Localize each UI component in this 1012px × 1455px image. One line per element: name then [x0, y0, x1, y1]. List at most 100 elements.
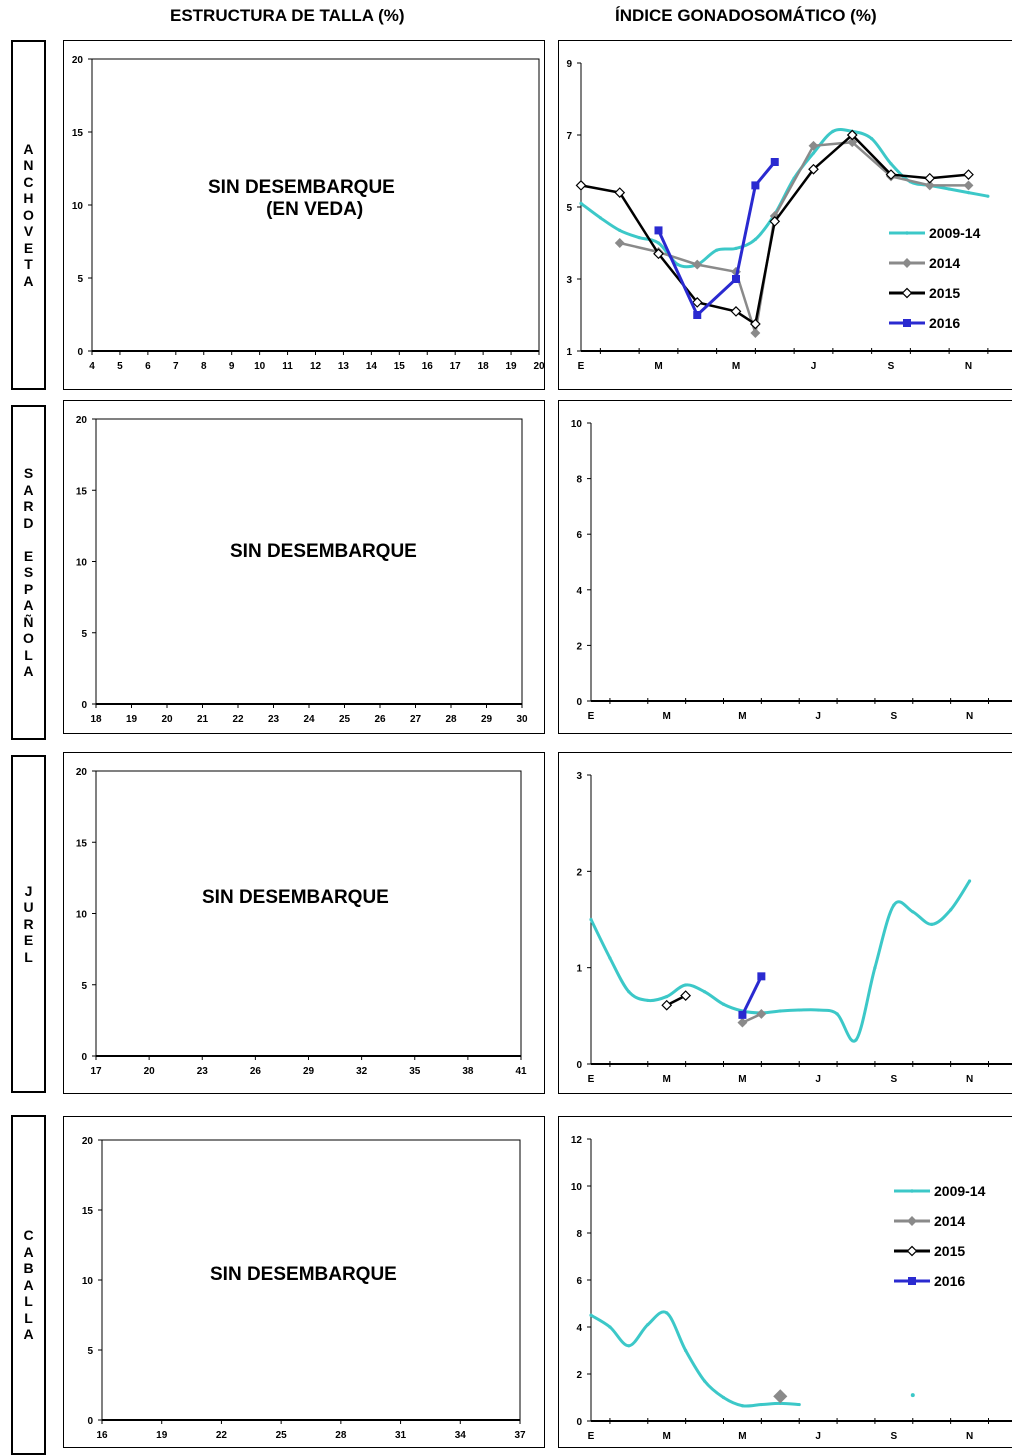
x-tick-label: J — [811, 361, 817, 372]
igs-header: ÍNDICE GONADOSOMÁTICO (%) — [615, 6, 877, 25]
series-200914-point — [702, 1379, 707, 1383]
x-tick-label: 31 — [395, 1430, 407, 1441]
series-2016-point — [654, 226, 663, 235]
legend-2015-label: 2015 — [934, 1243, 965, 1259]
y-tick-label: 10 — [76, 910, 88, 921]
series-200914-point — [930, 922, 934, 926]
x-tick-label: 26 — [250, 1066, 262, 1077]
x-tick-label: S — [891, 711, 898, 722]
series-200914-point — [873, 966, 877, 970]
x-tick-label: E — [588, 1431, 595, 1442]
x-tick-label: J — [815, 1074, 821, 1085]
y-tick-label: 20 — [72, 55, 84, 66]
species-label-anchoveta: A N C H O V E T A — [11, 40, 46, 390]
x-tick-label: N — [966, 1431, 973, 1442]
y-tick-label: 10 — [571, 419, 583, 430]
x-tick-label: 29 — [481, 714, 493, 725]
series-2015-point — [808, 163, 819, 175]
series-2015-line — [580, 133, 969, 327]
x-tick-label: E — [578, 361, 585, 372]
y-tick-label: 0 — [87, 1416, 93, 1427]
y-tick-label: 8 — [576, 475, 582, 486]
x-tick-label: 19 — [126, 714, 138, 725]
series-2016-point — [757, 972, 766, 981]
x-tick-label: 24 — [303, 714, 315, 725]
series-2014-point — [924, 180, 935, 191]
y-tick-label: 15 — [76, 838, 88, 849]
x-tick-label: 19 — [506, 361, 518, 372]
y-tick-label: 10 — [82, 1276, 94, 1287]
x-tick-label: S — [891, 1074, 898, 1085]
series-2015-point — [846, 129, 858, 141]
legend-2014-marker — [902, 258, 912, 268]
legend-2016-label: 2016 — [934, 1273, 965, 1289]
legend-2015-marker — [906, 1245, 918, 1257]
series-2016-point — [738, 1010, 747, 1019]
igs-chart-anchoveta: 1 3 5 7 9 E M M J S N 2009-14 2014 2015 2016 — [558, 40, 1012, 390]
series-2014-point — [614, 238, 625, 248]
series-200914-point — [947, 187, 951, 191]
series-200914-point — [721, 1395, 726, 1400]
y-tick-label: 5 — [81, 981, 87, 992]
y-tick-label: 0 — [576, 1060, 582, 1071]
series-200914-point — [835, 1012, 839, 1016]
x-tick-label: M — [663, 1074, 671, 1085]
series-200914-point — [854, 1038, 858, 1042]
y-tick-label: 4 — [576, 1323, 582, 1334]
series-2015-point — [730, 306, 742, 317]
x-tick-label: 16 — [422, 361, 434, 372]
x-tick-label: 8 — [201, 361, 207, 372]
series-200914-point — [811, 151, 816, 155]
y-tick-label: 10 — [72, 201, 84, 212]
y-tick-label: 0 — [81, 1052, 87, 1063]
series-200914-point — [665, 1311, 669, 1315]
y-tick-label: 15 — [82, 1206, 94, 1217]
x-tick-label: 12 — [310, 361, 322, 372]
x-tick-label: 15 — [394, 361, 406, 372]
legend-2015-label: 2015 — [929, 285, 960, 301]
series-200914-point — [889, 162, 893, 166]
x-tick-label: E — [588, 1074, 595, 1085]
x-tick-label: 7 — [173, 361, 179, 372]
x-tick-label: M — [738, 711, 746, 722]
x-tick-label: 23 — [197, 1066, 209, 1077]
y-tick-label: 1 — [566, 347, 572, 358]
series-200914-point — [579, 201, 583, 205]
y-tick-label: 20 — [82, 1136, 94, 1147]
series-2014-point — [750, 328, 761, 338]
y-tick-label: 5 — [77, 274, 83, 285]
igs-chart-caballa: 0 2 4 6 8 10 12 E M M J S N 2009-14 2014 2015 2016 — [558, 1116, 1012, 1448]
x-tick-label: 35 — [409, 1066, 421, 1077]
x-tick-label: J — [815, 711, 821, 722]
x-tick-label: 11 — [282, 361, 293, 372]
legend-2016-label: 2016 — [929, 315, 960, 331]
series-200914-point — [618, 228, 622, 232]
series-200914-point — [637, 236, 641, 240]
y-tick-label: 20 — [76, 767, 88, 778]
y-tick-label: 15 — [76, 486, 88, 497]
x-tick-label: 28 — [445, 714, 457, 725]
x-tick-label: 32 — [356, 1066, 368, 1077]
x-tick-label: 38 — [462, 1066, 474, 1077]
series-200914-point — [740, 1404, 745, 1408]
series-200914-point — [589, 917, 593, 922]
sin-desembarque-note: SIN DESEMBARQUE — [210, 1264, 397, 1285]
talla-chart-caballa: 0 5 10 15 20 16 19 22 25 28 31 34 37 SIN DESEMBARQUE — [63, 1116, 545, 1448]
x-tick-label: 41 — [515, 1066, 527, 1077]
y-tick-label: 4 — [576, 586, 582, 597]
x-tick-label: M — [663, 1431, 671, 1442]
series-200914-point — [831, 129, 835, 133]
y-tick-label: 2 — [576, 867, 582, 878]
series-200914-point — [589, 1313, 593, 1317]
series-2015-point — [653, 248, 664, 260]
series-200914-point — [608, 956, 612, 960]
y-tick-label: 9 — [566, 59, 572, 70]
x-tick-label: 4 — [89, 361, 95, 372]
x-tick-label: 6 — [145, 361, 151, 372]
x-tick-label: 22 — [216, 1430, 228, 1441]
series-2016-point — [693, 311, 702, 319]
x-tick-label: 34 — [455, 1430, 467, 1441]
y-tick-label: 10 — [76, 558, 88, 569]
x-tick-label: 20 — [533, 361, 545, 372]
y-tick-label: 12 — [571, 1135, 583, 1146]
